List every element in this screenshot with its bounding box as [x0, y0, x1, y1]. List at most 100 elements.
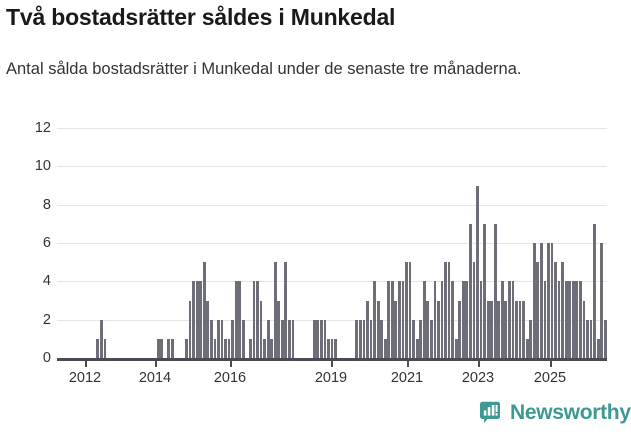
x-axis-tick [85, 360, 87, 367]
bar [170, 338, 174, 358]
x-axis-tick-label: 2016 [213, 370, 247, 386]
bar [202, 262, 206, 358]
bar [600, 243, 604, 358]
bar [429, 319, 433, 358]
bar [515, 300, 518, 358]
bar [508, 281, 511, 358]
bar [557, 281, 561, 358]
bar [589, 319, 593, 358]
bar [493, 223, 497, 358]
bar [366, 300, 369, 358]
x-axis-tick-label: 2025 [533, 370, 567, 386]
bar [160, 338, 164, 358]
bar [486, 300, 490, 358]
bar [249, 338, 252, 358]
bar [231, 319, 235, 358]
bar [554, 262, 557, 358]
bar [383, 338, 387, 358]
bar [241, 319, 245, 358]
bar [525, 338, 529, 358]
bar [227, 338, 231, 358]
x-axis-tick [550, 360, 552, 367]
bar [185, 338, 188, 358]
bar [263, 338, 266, 358]
bar [550, 243, 554, 358]
bar [369, 319, 373, 358]
y-axis-tick-label: 8 [42, 196, 51, 213]
bar [547, 243, 550, 358]
bar [259, 300, 263, 358]
bar [238, 281, 242, 358]
bar [327, 338, 330, 358]
x-axis-tick [331, 360, 333, 367]
bar [422, 281, 426, 358]
bar [195, 281, 199, 358]
bar [355, 319, 359, 358]
x-axis-tick [478, 360, 480, 367]
x-axis-tick-label: 2019 [314, 370, 348, 386]
bar [256, 281, 259, 358]
x-axis-tick-label: 2021 [390, 370, 424, 386]
bar [192, 281, 195, 358]
bar [433, 281, 437, 358]
bar [316, 319, 320, 358]
bar [497, 300, 501, 358]
x-axis-tick [155, 360, 157, 367]
bar [444, 262, 447, 358]
bar [103, 338, 107, 358]
bar [277, 300, 281, 358]
bar [323, 319, 327, 358]
bar [362, 319, 366, 358]
bar [387, 281, 391, 358]
x-axis-tick [407, 360, 409, 367]
bar [398, 281, 401, 358]
bar [426, 300, 430, 358]
x-axis-tick [230, 360, 232, 367]
bar [500, 281, 504, 358]
bar [288, 319, 291, 358]
bar [476, 185, 479, 358]
bar [156, 338, 160, 358]
bar [330, 338, 334, 358]
bar [312, 319, 316, 358]
bar [490, 300, 494, 358]
bar [390, 281, 394, 358]
brand-name: Newsworthy [510, 401, 631, 424]
page-subtitle: Antal sålda bostadsrätter i Munkedal und… [6, 60, 522, 78]
x-axis-tick-label: 2014 [138, 370, 172, 386]
y-axis-tick-label: 6 [42, 234, 51, 251]
gridline [57, 281, 607, 283]
bar [539, 243, 543, 358]
bar [188, 300, 192, 358]
bar [284, 262, 288, 358]
y-axis-tick-label: 0 [42, 349, 51, 366]
bar [571, 281, 575, 358]
bar [603, 319, 607, 358]
bar [401, 281, 405, 358]
bar [419, 319, 423, 358]
bar [373, 281, 376, 358]
newsworthy-logo[interactable]: Newsworthy [478, 401, 631, 425]
bar [504, 300, 508, 358]
bar [596, 338, 600, 358]
bar [454, 338, 458, 358]
bar [213, 338, 217, 358]
bar [220, 319, 224, 358]
bar [536, 262, 540, 358]
bar [405, 262, 408, 358]
bar [273, 262, 277, 358]
gridline [57, 243, 607, 244]
bar [96, 338, 100, 358]
bar [461, 281, 465, 358]
bar [209, 319, 213, 358]
bar [532, 243, 536, 358]
y-axis-tick-label: 12 [34, 119, 51, 136]
bar [334, 338, 337, 358]
y-axis-tick-label: 2 [42, 311, 51, 328]
x-axis-line [57, 358, 607, 361]
x-axis-tick-label: 2012 [68, 370, 102, 386]
bar [291, 319, 295, 358]
